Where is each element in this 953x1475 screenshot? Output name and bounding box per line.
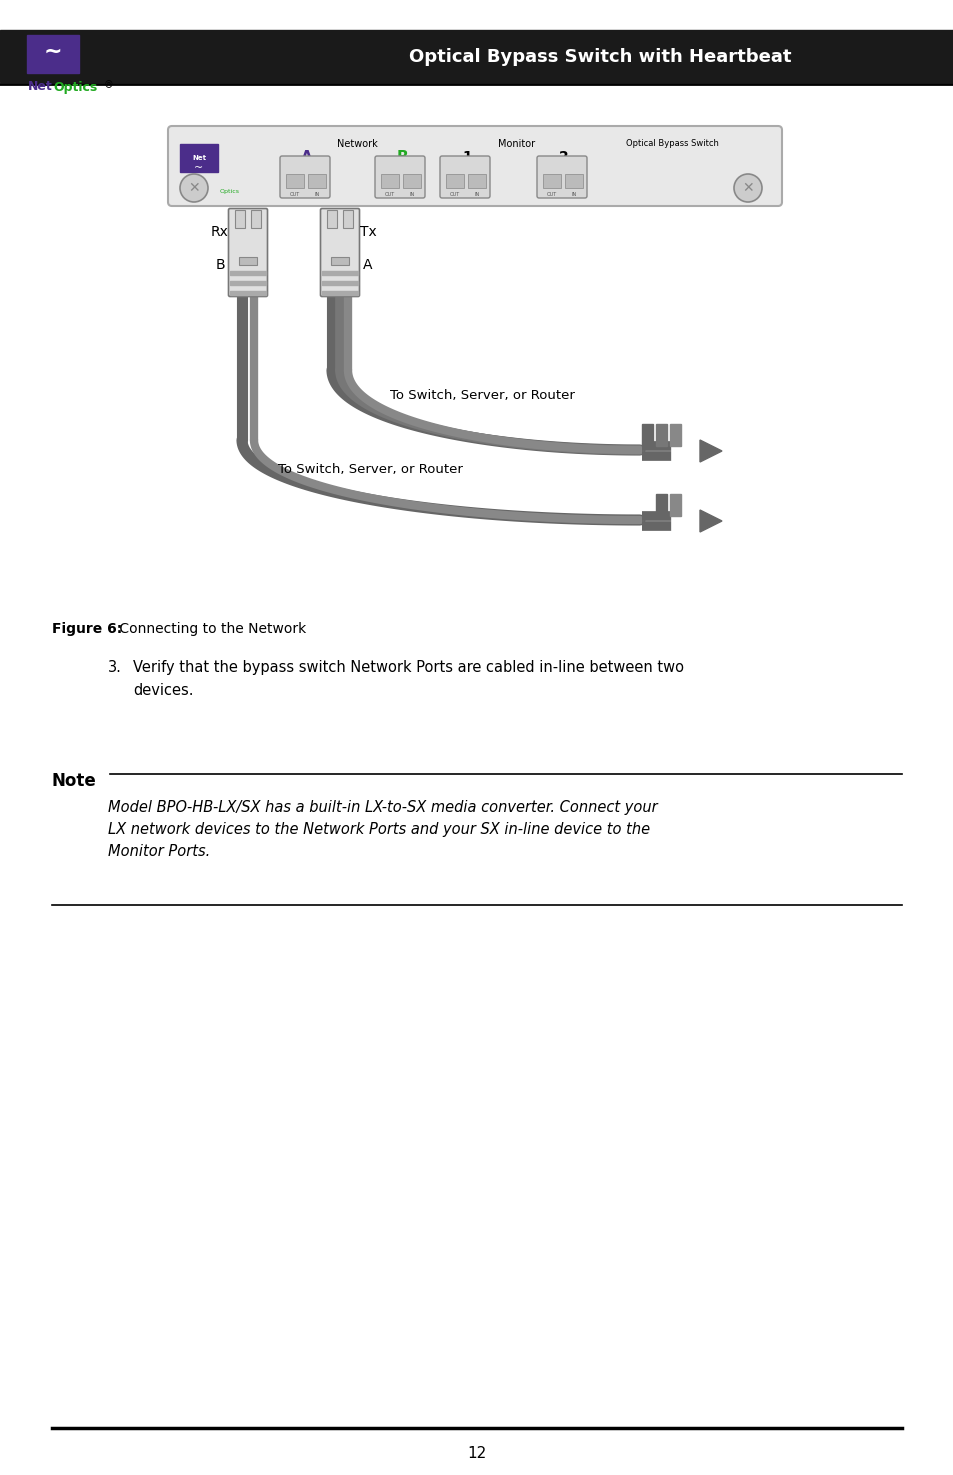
Text: IN: IN: [409, 192, 415, 196]
FancyBboxPatch shape: [439, 156, 490, 198]
Bar: [669, 423, 680, 445]
Text: Model BPO-HB-LX/SX has a built-in LX-to-SX media converter. Connect your
LX netw: Model BPO-HB-LX/SX has a built-in LX-to-…: [108, 799, 657, 860]
Text: 2: 2: [558, 150, 568, 164]
Text: OUT: OUT: [290, 192, 300, 196]
Text: ~: ~: [44, 41, 62, 62]
Bar: [27, 35, 79, 72]
Text: ~: ~: [194, 164, 203, 173]
Text: B: B: [395, 149, 407, 165]
Text: OUT: OUT: [546, 192, 557, 196]
Text: 1: 1: [461, 150, 472, 164]
Polygon shape: [700, 510, 721, 532]
Bar: [641, 423, 652, 445]
Text: ✕: ✕: [741, 181, 753, 195]
Text: To Switch, Server, or Router: To Switch, Server, or Router: [277, 463, 462, 476]
Bar: [564, 174, 582, 187]
Bar: [180, 145, 218, 173]
Bar: [230, 291, 266, 295]
Text: Network: Network: [336, 139, 377, 149]
Bar: [468, 174, 485, 187]
FancyBboxPatch shape: [229, 208, 267, 296]
Text: Monitor: Monitor: [497, 139, 535, 149]
Text: IN: IN: [571, 192, 576, 196]
Bar: [446, 174, 463, 187]
Polygon shape: [700, 440, 721, 462]
FancyBboxPatch shape: [375, 156, 424, 198]
Text: ®: ®: [104, 80, 113, 90]
Text: Rx: Rx: [211, 226, 229, 239]
Text: B: B: [215, 258, 225, 271]
Bar: [327, 209, 336, 229]
Text: Net: Net: [28, 81, 52, 93]
Bar: [230, 282, 266, 285]
Text: IN: IN: [314, 192, 319, 196]
Bar: [308, 174, 326, 187]
Bar: [402, 174, 420, 187]
Text: To Switch, Server, or Router: To Switch, Server, or Router: [390, 388, 575, 401]
Bar: [239, 257, 256, 266]
Text: A: A: [363, 258, 373, 271]
FancyBboxPatch shape: [320, 208, 359, 296]
Text: 12: 12: [467, 1446, 486, 1460]
Bar: [656, 423, 666, 445]
Bar: [286, 174, 304, 187]
Circle shape: [180, 174, 208, 202]
Text: OUT: OUT: [450, 192, 459, 196]
Bar: [380, 174, 398, 187]
Text: Optical Bypass Switch: Optical Bypass Switch: [625, 140, 718, 149]
Text: devices.: devices.: [132, 683, 193, 698]
Bar: [322, 291, 357, 295]
Text: A: A: [301, 149, 313, 165]
Text: Net: Net: [192, 155, 206, 161]
Bar: [656, 494, 666, 516]
FancyBboxPatch shape: [537, 156, 586, 198]
Text: Verify that the bypass switch Network Ports are cabled in-line between two: Verify that the bypass switch Network Po…: [132, 659, 683, 676]
Text: IN: IN: [474, 192, 479, 196]
FancyBboxPatch shape: [280, 156, 330, 198]
Bar: [331, 257, 349, 266]
Bar: [0, 30, 953, 83]
Bar: [234, 209, 245, 229]
Bar: [322, 271, 357, 274]
Text: Figure 6:: Figure 6:: [52, 622, 122, 636]
Text: 3.: 3.: [108, 659, 122, 676]
Circle shape: [733, 174, 761, 202]
Bar: [322, 282, 357, 285]
Text: Optics: Optics: [220, 189, 240, 195]
Text: Optics: Optics: [53, 81, 97, 93]
Bar: [230, 271, 266, 274]
Bar: [542, 174, 560, 187]
Bar: [669, 494, 680, 516]
Text: Note: Note: [52, 771, 96, 791]
Text: OUT: OUT: [384, 192, 395, 196]
Bar: [343, 209, 353, 229]
Text: ✕: ✕: [188, 181, 199, 195]
FancyBboxPatch shape: [168, 125, 781, 207]
Text: Connecting to the Network: Connecting to the Network: [115, 622, 306, 636]
Text: Tx: Tx: [359, 226, 376, 239]
Text: Optical Bypass Switch with Heartbeat: Optical Bypass Switch with Heartbeat: [408, 49, 790, 66]
Bar: [251, 209, 261, 229]
